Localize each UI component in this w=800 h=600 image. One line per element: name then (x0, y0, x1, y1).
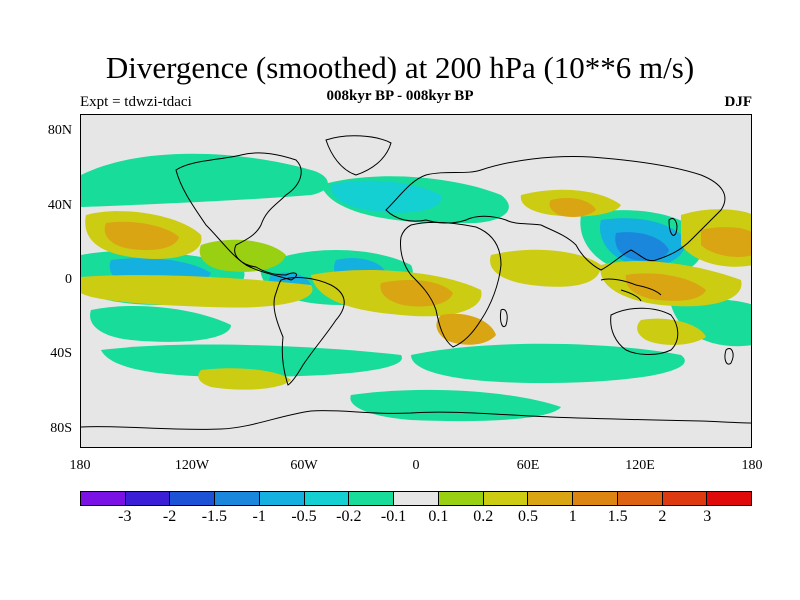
colorbar-swatch (483, 492, 529, 505)
plot-title: Divergence (smoothed) at 200 hPa (10**6 … (105, 50, 695, 85)
field-patch (490, 249, 601, 287)
lon-label-120e: 120E (625, 458, 655, 473)
colorbar-swatch (617, 492, 663, 505)
colorbar-label: -2 (162, 508, 177, 525)
lon-label-60e: 60E (516, 458, 540, 473)
map-panel (80, 114, 752, 448)
coastline-japan (668, 218, 678, 236)
colorbar-swatch (707, 492, 752, 505)
colorbar-label: 0.1 (428, 508, 449, 525)
colorbar (80, 491, 752, 506)
lat-label-80n: 80N (47, 123, 72, 138)
colorbar-label: 0.2 (473, 508, 494, 525)
colorbar-label: 1 (568, 508, 577, 525)
colorbar-swatch (81, 492, 126, 505)
colorbar-swatch (662, 492, 708, 505)
lon-label-120w: 120W (174, 458, 210, 473)
coastline-australia (610, 307, 679, 355)
colorbar-label: -0.2 (336, 508, 362, 525)
field-patch (104, 221, 179, 251)
field-patch (101, 344, 402, 377)
plot-subtitle: 008kyr BP - 008kyr BP (326, 88, 474, 104)
colorbar-swatch (438, 492, 484, 505)
colorbar-swatch (259, 492, 305, 505)
colorbar-swatch (170, 492, 216, 505)
field-patch (81, 275, 313, 308)
colorbar-label: -0.5 (291, 508, 317, 525)
colorbar-label: 3 (703, 508, 712, 525)
field-patch (625, 273, 706, 301)
field-patch (81, 153, 328, 207)
season-label: DJF (724, 94, 753, 110)
lat-label-80s: 80S (50, 421, 72, 436)
field-patch (199, 239, 286, 272)
coastline-south-america (273, 277, 345, 386)
colorbar-label: -1 (252, 508, 266, 525)
colorbar-swatch (528, 492, 574, 505)
divergence-field (81, 153, 751, 422)
colorbar-swatch (349, 492, 395, 505)
coastline-indonesia (600, 278, 662, 302)
field-patch (330, 180, 442, 213)
colorbar-label: 0.5 (518, 508, 538, 525)
field-patch (549, 198, 596, 218)
lat-label-40n: 40N (47, 198, 72, 213)
colorbar-swatch (125, 492, 171, 505)
colorbar-swatch (394, 492, 439, 505)
colorbar-swatch (215, 492, 260, 505)
field-patch (436, 313, 496, 345)
coastline-madagascar (500, 308, 508, 328)
coastline-north-america (175, 152, 302, 281)
field-patch (671, 299, 751, 347)
field-patch (380, 280, 453, 307)
coastline-eurasia (385, 156, 726, 271)
lat-label-0: 0 (65, 272, 72, 287)
colorbar-swatch (573, 492, 618, 505)
coastline-new-zealand (724, 348, 734, 365)
colorbar-label: -0.1 (380, 508, 407, 525)
lon-label-0: 0 (412, 458, 420, 473)
lon-label-180e: 180 (741, 458, 763, 473)
coastline-africa (400, 221, 502, 348)
field-patch (615, 232, 669, 261)
lon-label-180w: 180 (69, 458, 91, 473)
field-patch (701, 227, 751, 257)
colorbar-label: 2 (658, 508, 667, 525)
divergence-map (81, 135, 751, 430)
colorbar-label: 1.5 (607, 508, 628, 525)
coastlines (81, 135, 751, 430)
lat-label-40s: 40S (50, 346, 72, 361)
colorbar-label: -1.5 (201, 508, 228, 525)
field-patch (198, 368, 291, 390)
field-patch (90, 305, 232, 342)
lon-label-60w: 60W (290, 458, 318, 473)
colorbar-label: -3 (118, 508, 132, 525)
field-patch (411, 343, 685, 383)
field-patch (637, 318, 706, 345)
coastline-greenland (325, 135, 392, 176)
colorbar-swatch (304, 492, 350, 505)
experiment-label: Expt = tdwzi-tdaci (80, 94, 192, 110)
coastline-antarctica (81, 410, 751, 430)
